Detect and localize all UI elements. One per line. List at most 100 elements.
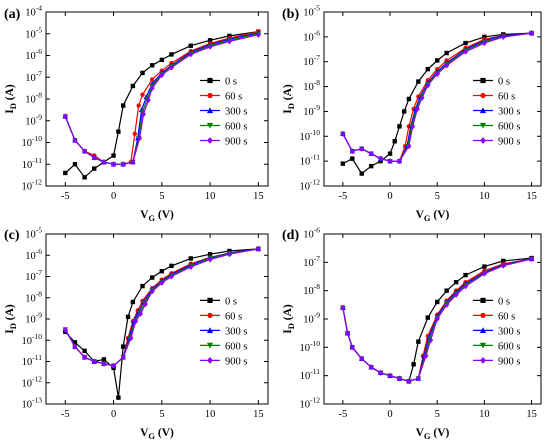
data-point	[168, 64, 174, 71]
data-point	[378, 369, 384, 376]
legend-label: 300 s	[225, 106, 247, 117]
data-point	[480, 357, 486, 364]
series-line-900s	[64, 34, 259, 165]
data-point	[340, 161, 346, 166]
y-tick-label: 10-12	[22, 178, 43, 193]
x-tick-label: 15	[253, 409, 264, 420]
panel-label: (c)	[4, 228, 20, 243]
data-point	[140, 283, 145, 289]
data-point	[72, 343, 78, 350]
data-point	[207, 357, 213, 364]
legend-label: 0 s	[498, 76, 510, 87]
data-point	[479, 327, 487, 333]
data-point	[159, 72, 165, 79]
x-tick-label: 15	[526, 409, 537, 420]
data-point	[116, 395, 121, 400]
data-point	[149, 85, 155, 92]
data-point	[340, 130, 346, 137]
data-point	[411, 362, 416, 367]
data-point	[501, 258, 506, 264]
data-point	[206, 122, 214, 129]
data-point	[101, 357, 107, 362]
data-point	[255, 31, 261, 38]
data-point	[463, 272, 468, 278]
data-point	[139, 109, 146, 115]
data-point	[444, 288, 449, 293]
data-point	[396, 158, 402, 165]
data-point	[480, 297, 486, 303]
data-point	[169, 263, 174, 269]
y-tick-label: 10-5	[25, 226, 42, 241]
y-tick-label: 10-7	[25, 268, 42, 283]
data-point	[207, 312, 213, 318]
data-point	[350, 156, 355, 161]
x-tick-label: -5	[61, 191, 70, 202]
data-point	[434, 71, 440, 78]
data-point	[368, 150, 374, 157]
series-layer	[62, 245, 262, 400]
x-axis-title: VG (V)	[140, 427, 174, 441]
data-point	[72, 162, 78, 167]
y-tick-label: 10-6	[25, 247, 42, 262]
data-point	[149, 288, 155, 295]
legend-label: 0 s	[225, 296, 237, 307]
x-tick-label: 0	[387, 409, 392, 420]
data-point	[387, 372, 393, 379]
x-tick-label: 5	[159, 191, 164, 202]
data-point	[435, 58, 440, 63]
data-point	[145, 97, 151, 104]
data-point	[140, 92, 145, 97]
legend-label: 900 s	[225, 136, 247, 147]
data-point	[169, 52, 174, 57]
y-tick-label: 10-8	[303, 78, 320, 93]
data-point	[378, 155, 384, 162]
x-tick-label: 5	[435, 191, 440, 202]
y-tick-label: 10-10	[22, 332, 43, 347]
data-point	[111, 153, 116, 158]
legend-label: 900 s	[498, 356, 520, 367]
y-tick-label: 10-7	[303, 53, 320, 68]
x-tick-label: -5	[338, 191, 347, 202]
data-point	[368, 364, 374, 371]
data-point	[359, 145, 365, 152]
data-point	[136, 103, 141, 108]
x-tick-label: 15	[526, 191, 537, 202]
x-tick-label: -5	[61, 409, 70, 420]
y-tick-label: 10-4	[25, 4, 42, 19]
data-point	[207, 77, 213, 84]
y-tick-label: 10-11	[300, 367, 320, 382]
data-point	[116, 129, 121, 134]
data-point	[428, 337, 434, 344]
data-point	[82, 148, 88, 155]
y-tick-label: 10-5	[303, 4, 320, 19]
x-tick-label: 15	[253, 191, 264, 202]
data-point	[482, 34, 487, 40]
panel-a: (a) -5 0 5 10 15 10-12 10-11 10-10 10-9 10-8 10-7 10…	[4, 4, 269, 223]
x-axis-title: VG (V)	[416, 209, 450, 223]
legend-label: 0 s	[225, 76, 237, 87]
data-point	[416, 79, 421, 84]
data-point	[416, 339, 421, 344]
data-point	[444, 301, 450, 308]
data-point	[425, 82, 431, 89]
y-axis-title: ID (A)	[4, 304, 18, 334]
legend-label: 60 s	[498, 91, 515, 102]
data-point	[142, 301, 148, 308]
x-tick-label: 0	[387, 191, 392, 202]
data-point	[479, 122, 487, 129]
data-point	[463, 40, 468, 46]
data-point	[345, 330, 351, 337]
data-point	[349, 148, 355, 155]
data-point	[444, 50, 449, 56]
data-point	[207, 92, 213, 99]
data-point	[387, 158, 393, 165]
data-point	[188, 256, 193, 261]
legend-label: 600 s	[225, 121, 247, 132]
data-point	[149, 77, 155, 82]
data-point	[159, 57, 165, 63]
data-point	[125, 314, 131, 320]
data-point	[206, 107, 214, 114]
legend-label: 600 s	[498, 341, 520, 352]
data-point	[62, 113, 68, 120]
data-point	[92, 166, 97, 171]
